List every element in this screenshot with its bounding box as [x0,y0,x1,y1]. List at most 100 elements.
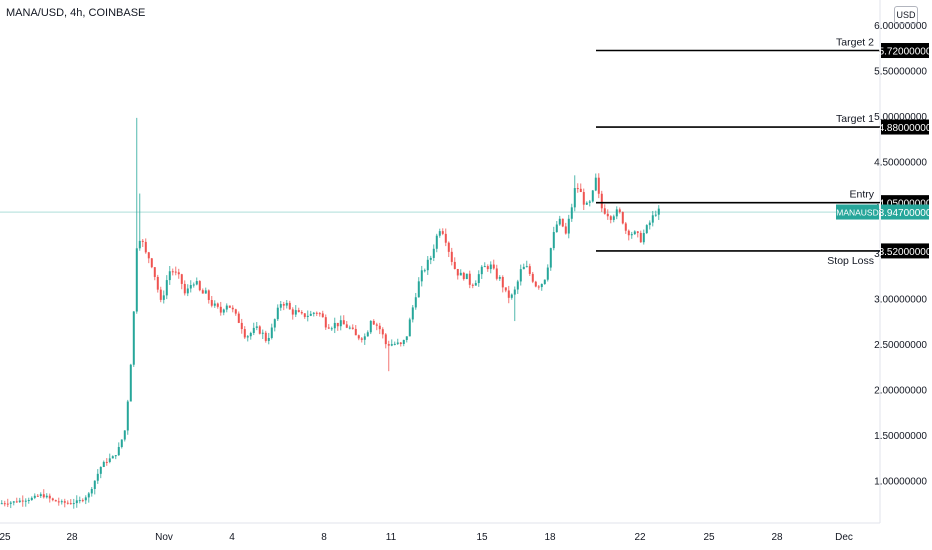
candle [642,229,645,245]
candle [366,330,369,337]
candle [540,283,543,291]
candle [267,332,270,345]
candle [48,493,51,503]
currency-button[interactable]: USD [894,6,918,24]
candle [423,268,426,273]
candle [9,501,12,509]
candle [594,173,597,192]
candle [237,311,240,324]
candle [582,188,585,211]
candle [186,284,189,297]
candle [270,323,273,340]
time-tick-label: 4 [229,532,235,543]
candle [264,330,267,343]
levels-group: Target 2 Target 1 Entry Stop Loss [596,37,880,267]
time-axis: 25 28 Nov 4 8 11 15 18 22 25 28 Dec [0,532,853,543]
candle [114,455,117,460]
candle [177,268,180,279]
candle [513,286,516,322]
candle [609,215,612,224]
candle [6,498,9,508]
candle [408,317,411,337]
candle [654,210,657,217]
candle [438,228,441,238]
candle [330,326,333,331]
candle [57,497,60,506]
candle [216,302,219,309]
candle [192,282,195,288]
candle [294,305,297,318]
candle [411,305,414,323]
level-price-value: 4.88000000 [879,123,932,134]
candle [543,279,546,285]
candle [465,273,468,280]
candle [645,224,648,235]
candle [33,493,36,500]
candle [444,228,447,247]
price-tick-label: 1.00000000 [874,477,927,488]
candle [348,325,351,330]
candle [546,264,549,282]
candle [225,303,228,313]
candle [612,214,615,223]
candle [468,270,471,289]
candle [561,218,564,228]
candle [555,221,558,233]
candle [381,327,384,339]
candle [504,287,507,293]
candles-group [0,117,660,509]
time-tick-label: 18 [544,532,556,543]
candle [579,183,582,193]
candle [498,275,501,281]
candle [333,317,336,334]
price-tick-label: 3.00000000 [874,294,927,305]
candle [336,322,339,331]
candle [312,311,315,317]
candle [576,183,579,193]
candle [288,300,291,310]
candle [303,313,306,319]
candle [24,498,27,507]
candle [153,267,156,281]
candle [255,322,258,331]
candle [657,205,660,220]
candle [129,363,132,402]
candle [405,336,408,343]
candle [180,273,183,290]
time-tick-label: 8 [321,532,327,543]
candle [633,230,636,235]
candle [168,265,171,285]
time-tick-label: Nov [155,532,173,543]
candle [141,238,144,247]
candle [462,271,465,281]
candle [39,492,42,498]
candle [3,500,6,507]
candle [150,257,153,269]
candle [276,304,279,322]
candle [96,469,99,484]
candle [507,285,510,304]
candle [396,338,399,345]
candle [525,260,528,268]
candle [624,221,627,234]
candle [501,275,504,293]
level-label: Target 2 [836,37,874,49]
candle [591,189,594,203]
candle [471,283,474,289]
candle [327,324,330,330]
candle [135,117,138,314]
candle [534,280,537,288]
candle [18,497,21,503]
candle [447,241,450,258]
candle [393,341,396,346]
candle [384,333,387,349]
candle [417,277,420,298]
candle [426,256,429,275]
candle [213,300,216,308]
candle [390,339,393,347]
price-tick-label: 2.00000000 [874,385,927,396]
candle [435,233,438,253]
candle [618,207,621,214]
candle [315,311,318,317]
